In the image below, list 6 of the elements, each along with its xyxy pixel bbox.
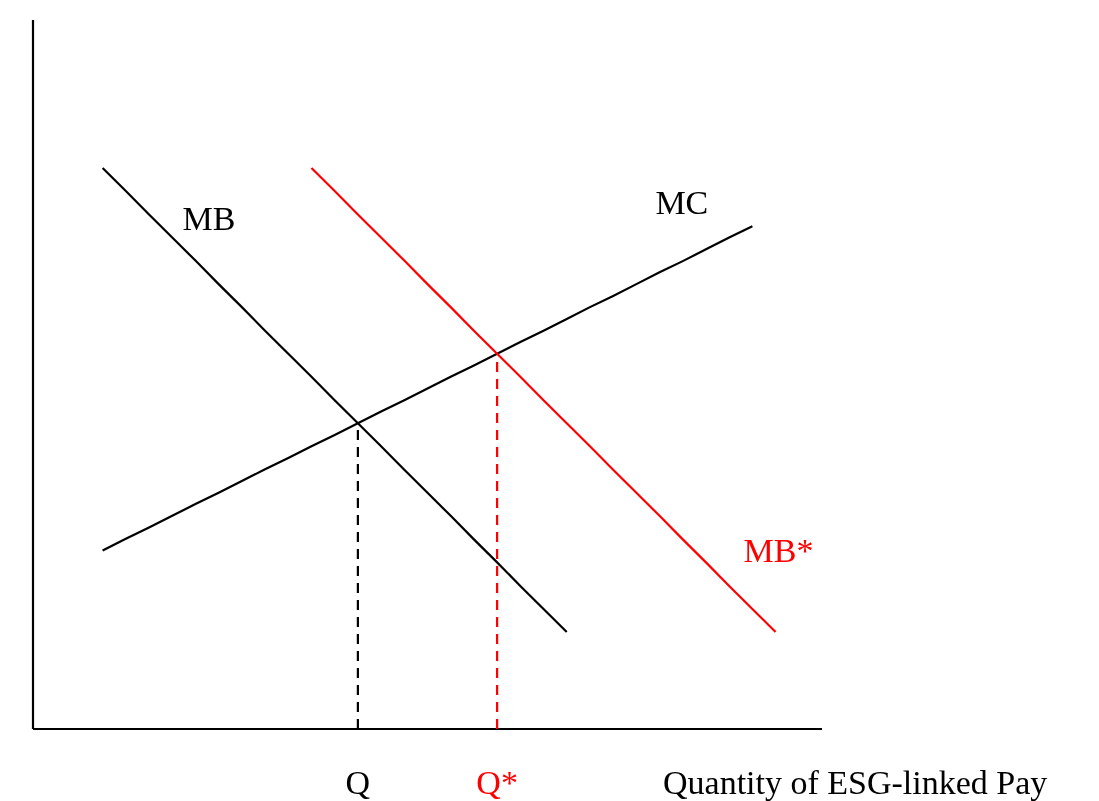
- x-tick-label: Q: [345, 764, 371, 801]
- series-label: MB: [182, 200, 236, 237]
- series-label: MC: [655, 184, 709, 222]
- x-axis-title: Quantity of ESG-linked Pay: [663, 764, 1048, 801]
- series-label: MB*: [743, 531, 814, 569]
- x-tick-label: Q*: [476, 764, 518, 801]
